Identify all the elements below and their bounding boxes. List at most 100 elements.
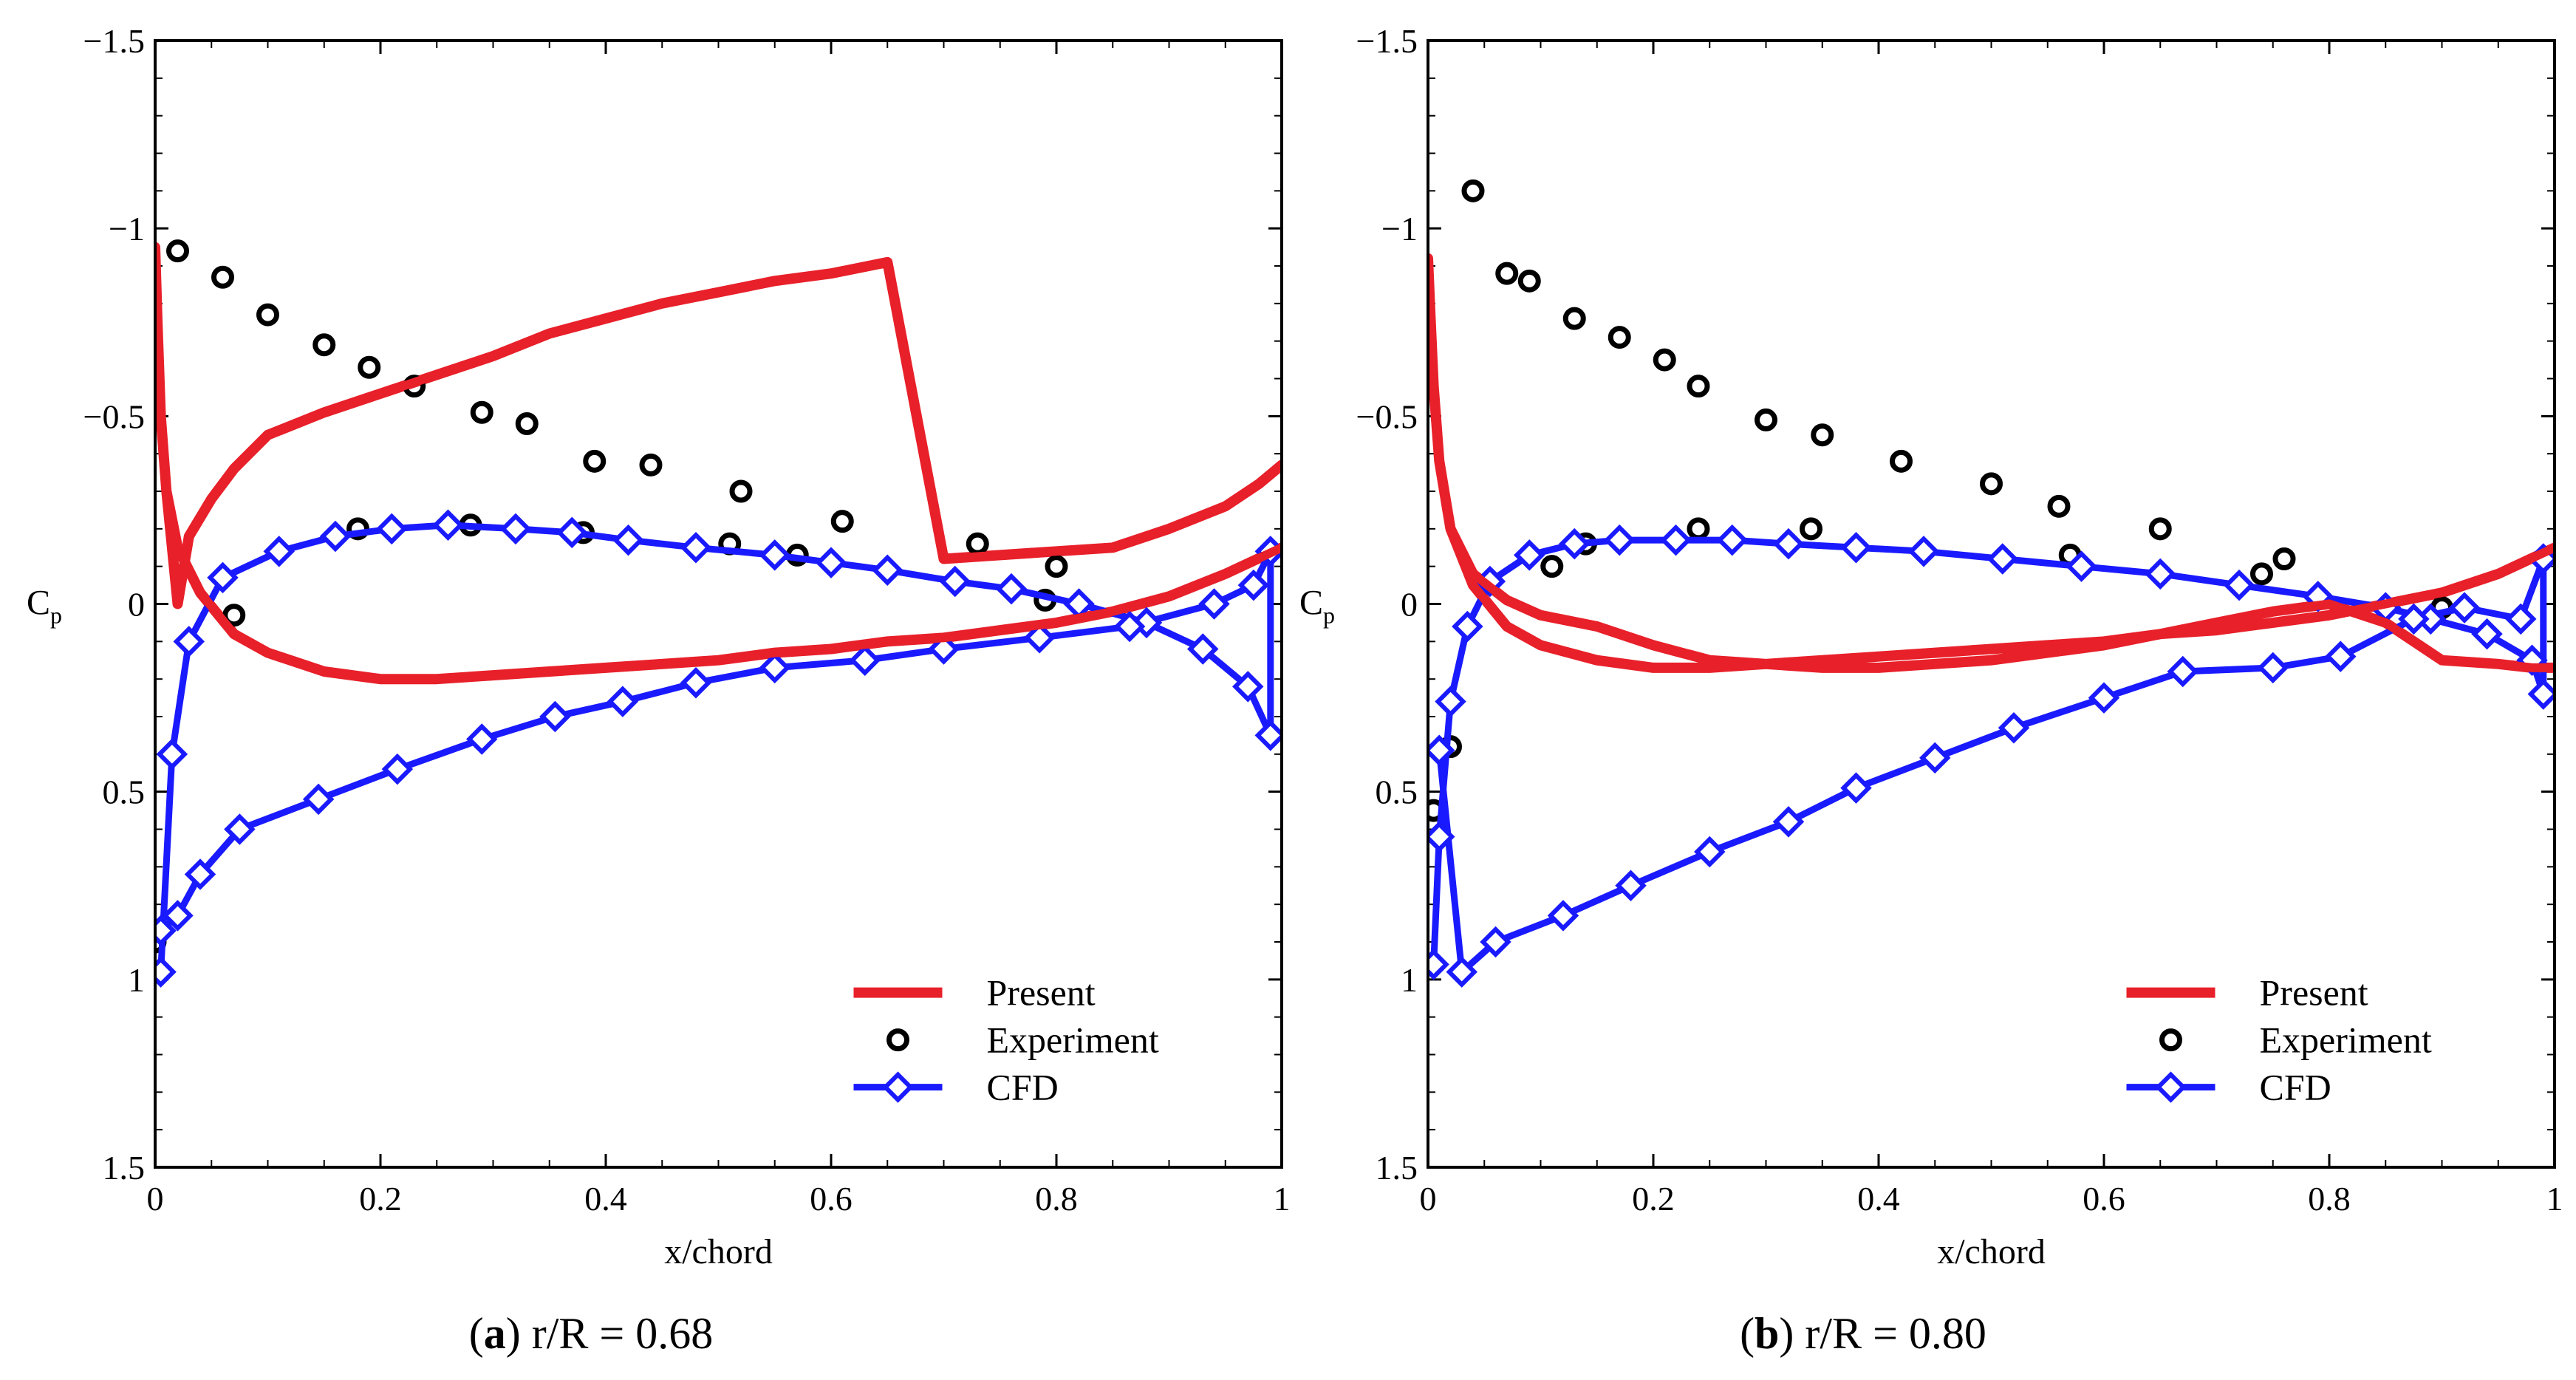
series-cfd-marker: [302, 783, 335, 816]
series-cfd-marker: [1986, 543, 2018, 575]
series-cfd-marker: [376, 513, 408, 545]
series-cfd-marker: [2398, 603, 2430, 635]
panel-a: 0 0.2 0.4 0.6 0.8 1 −1.5 −1 −0.5 0 0.5 1 1.5 x/chord C…: [27, 22, 1291, 1271]
series-cfd-marker: [680, 532, 712, 564]
y-tick-label: 1: [128, 961, 145, 999]
legend-experiment-swatch: [2159, 1028, 2182, 1052]
legend-cfd-marker: [882, 1071, 914, 1103]
series-experiment-marker: [358, 355, 381, 379]
series-cfd-marker: [2257, 652, 2289, 684]
series-cfd-marker: [1907, 536, 1940, 567]
series-cfd-marker: [2066, 550, 2097, 582]
series-cfd-marker: [1547, 900, 1579, 932]
series-cfd-marker: [1772, 527, 1805, 560]
series-cfd-marker: [607, 686, 639, 717]
series-cfd-marker: [1023, 622, 1056, 654]
series-experiment-marker: [1608, 326, 1631, 349]
legend-label: CFD: [987, 1067, 1059, 1108]
series-cfd-marker: [173, 626, 205, 657]
series-experiment-marker: [2148, 517, 2172, 541]
series-cfd-marker: [1198, 588, 1230, 620]
y-axis-label-main: C: [1299, 584, 1323, 623]
legend-label: Experiment: [987, 1019, 1159, 1061]
series-cfd-marker: [1113, 610, 1146, 643]
series-experiment-marker: [1890, 449, 1913, 473]
series-cfd-marker: [1559, 527, 1591, 560]
x-tick-label: 0.6: [2083, 1180, 2125, 1217]
x-tick-label: 0.2: [1632, 1180, 1675, 1217]
series-experiment-marker: [1800, 517, 1822, 541]
y-axis-label: Cp: [1299, 584, 1335, 629]
y-tick-label: −1: [109, 210, 145, 247]
plot-frame: [154, 39, 1283, 1169]
series-cfd-marker: [1772, 806, 1805, 838]
x-tick-label: 0.8: [2308, 1180, 2351, 1217]
x-tick-label: 0.8: [1035, 1180, 1078, 1217]
y-tick-label: 0.5: [1376, 773, 1418, 811]
series-cfd-marker: [539, 700, 571, 733]
series-cfd-marker: [207, 561, 239, 594]
series-experiment-marker: [583, 449, 607, 473]
series-experiment-marker: [639, 453, 663, 476]
series-cfd-marker: [1187, 633, 1219, 665]
series-cfd-marker: [2145, 558, 2176, 590]
y-tick-label: 0.5: [103, 773, 146, 811]
caption-a: (a) r/R = 0.68: [469, 1309, 713, 1358]
series-cfd-marker: [872, 554, 903, 586]
series-cfd-marker: [2088, 682, 2120, 714]
series-experiment-marker: [470, 400, 493, 424]
series-experiment-marker: [1461, 179, 1485, 202]
series-cfd-marker: [1919, 742, 1951, 774]
series-experiment-marker: [1562, 307, 1586, 330]
series-experiment-marker: [1540, 555, 1564, 578]
legend-experiment-swatch: [886, 1028, 909, 1052]
x-axis-label: x/chord: [664, 1232, 773, 1271]
y-tick-label: 1.5: [103, 1149, 146, 1186]
series-cfd-marker: [1716, 524, 1748, 556]
series-cfd-marker: [1237, 569, 1270, 601]
series-experiment-marker: [1755, 408, 1777, 431]
series-experiment-marker: [1687, 375, 1710, 398]
y-tick-label: −1: [1381, 210, 1418, 247]
series-cfd-marker: [815, 547, 847, 578]
legend-cfd-marker: [2155, 1071, 2187, 1103]
series-experiment-marker: [2047, 494, 2071, 518]
y-tick-label: −1.5: [83, 22, 145, 60]
caption-b-text: r/R = 0.80: [1794, 1309, 1986, 1358]
legend-label: Experiment: [2260, 1019, 2432, 1061]
series-cfd-marker: [2505, 603, 2537, 635]
series-present-line-top: [1428, 253, 2555, 672]
caption-b-label: b: [1755, 1309, 1779, 1358]
series-cfd-marker: [939, 565, 971, 598]
series-cfd-marker: [928, 633, 960, 665]
legend-label: Present: [987, 972, 1096, 1014]
y-axis-label-main: C: [27, 584, 50, 623]
series-cfd-marker: [466, 723, 498, 755]
series-cfd-marker: [2167, 655, 2199, 688]
series-cfd-marker: [2448, 592, 2481, 624]
x-tick-label: 0.4: [584, 1180, 627, 1217]
series-experiment-marker: [1517, 269, 1541, 293]
y-tick-label: 1.5: [1376, 1149, 1418, 1186]
series-experiment-marker: [2272, 547, 2296, 570]
series-cfd-line: [157, 522, 1274, 972]
panel-b: 0 0.2 0.4 0.6 0.8 1 −1.5 −1 −0.5 0 0.5 1 1.5 x/chord C…: [1299, 22, 2563, 1271]
x-tick-label: 0: [1420, 1180, 1437, 1217]
series-cfd-marker: [2325, 641, 2357, 672]
series-experiment-marker: [222, 604, 246, 627]
series-experiment-marker: [1811, 423, 1834, 447]
series-cfd-marker: [1446, 956, 1477, 988]
y-tick-label: 1: [1401, 961, 1418, 999]
series-cfd-marker: [1232, 671, 1264, 703]
series-experiment-marker: [515, 412, 539, 435]
y-tick-label: 0: [1401, 586, 1418, 624]
series-experiment-marker: [256, 303, 279, 327]
series-cfd-marker: [432, 509, 464, 541]
series-cfd-marker: [1514, 539, 1545, 571]
y-axis-label: Cp: [27, 584, 62, 629]
x-tick-label: 0.6: [810, 1180, 853, 1217]
series-experiment-marker: [211, 265, 234, 289]
x-tick-label: 0: [147, 1180, 164, 1217]
x-tick-label: 0.2: [359, 1180, 402, 1217]
